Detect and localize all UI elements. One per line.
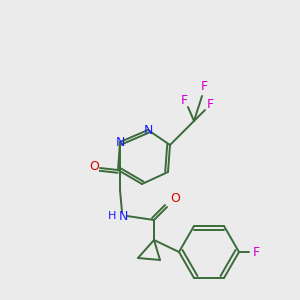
Text: F: F bbox=[252, 245, 260, 259]
Text: F: F bbox=[180, 94, 188, 107]
Text: N: N bbox=[118, 209, 128, 223]
Text: O: O bbox=[89, 160, 99, 173]
Text: N: N bbox=[115, 136, 125, 148]
Text: N: N bbox=[143, 124, 153, 136]
Text: F: F bbox=[200, 80, 208, 94]
Text: O: O bbox=[170, 191, 180, 205]
Text: F: F bbox=[206, 98, 214, 112]
Text: H: H bbox=[108, 211, 116, 221]
